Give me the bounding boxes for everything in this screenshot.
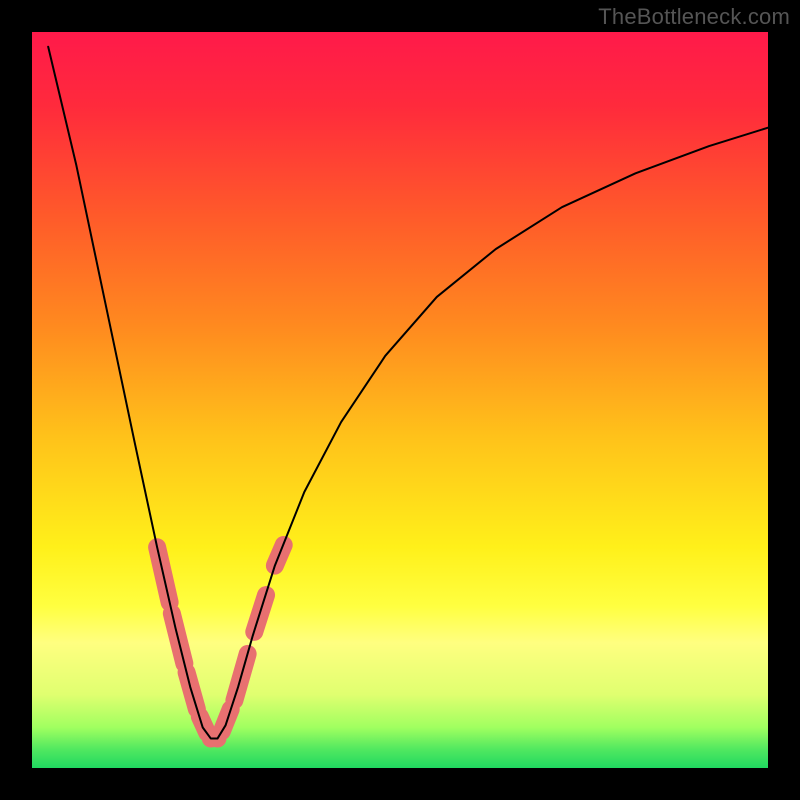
chart-svg (0, 0, 800, 800)
chart-container: TheBottleneck.com (0, 0, 800, 800)
plot-background (32, 32, 768, 768)
watermark-text: TheBottleneck.com (598, 4, 790, 30)
